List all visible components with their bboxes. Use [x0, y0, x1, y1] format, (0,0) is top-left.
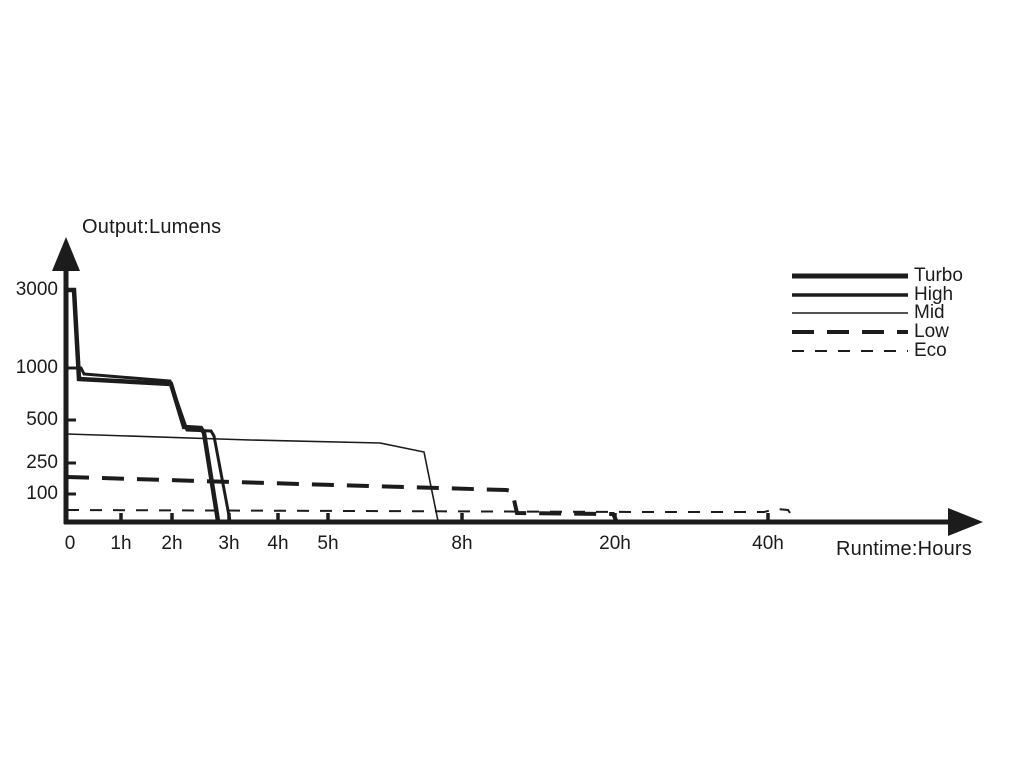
series-line-turbo — [67, 287, 221, 522]
legend-item-eco: Eco — [790, 341, 963, 360]
y-tick-label-100: 100 — [26, 483, 58, 504]
legend-line-eco-icon — [792, 349, 908, 352]
x-tick-label-2h: 2h — [161, 533, 183, 554]
series-line-low — [66, 475, 619, 523]
legend-label-low: Low — [914, 321, 949, 343]
x-tick-label-4h: 4h — [267, 533, 289, 554]
legend-label-eco: Eco — [914, 339, 947, 361]
y-tick-label-500: 500 — [26, 409, 58, 430]
series-line-high — [67, 366, 232, 522]
legend-label-mid: Mid — [914, 302, 945, 324]
x-tick-label-40h: 40h — [752, 533, 784, 554]
x-tick-label-20h: 20h — [599, 533, 631, 554]
x-tick-label-0: 0 — [64, 533, 76, 554]
legend-item-turbo: Turbo — [790, 265, 963, 287]
x-tick-label-1h: 1h — [110, 533, 132, 554]
x-tick-label-5h: 5h — [317, 533, 339, 554]
legend-item-mid: Mid — [790, 302, 963, 324]
legend-line-mid-icon — [792, 312, 908, 315]
y-axis-title: Output:Lumens — [82, 216, 222, 238]
legend-line-turbo-icon — [792, 273, 908, 279]
legend-item-low: Low — [790, 321, 963, 343]
legend-line-high-icon — [792, 293, 908, 297]
series-line-mid — [66, 433, 439, 522]
y-axis-arrowhead-icon — [52, 237, 80, 271]
legend-line-low-icon — [792, 330, 908, 335]
legend-item-high: High — [790, 283, 963, 305]
legend: Turbo High Mid Low Eco — [790, 265, 963, 360]
series-line-eco — [66, 507, 797, 523]
y-tick-label-1000: 1000 — [15, 357, 58, 378]
x-axis-arrowhead-icon — [948, 508, 983, 536]
y-tick-label-250: 250 — [26, 452, 58, 473]
legend-label-high: High — [914, 283, 954, 305]
x-axis-title: Runtime:Hours — [836, 538, 972, 560]
x-tick-label-8h: 8h — [451, 533, 473, 554]
x-tick-label-3h: 3h — [218, 533, 240, 554]
legend-label-turbo: Turbo — [914, 265, 963, 287]
y-tick-label-3000: 3000 — [15, 279, 58, 300]
